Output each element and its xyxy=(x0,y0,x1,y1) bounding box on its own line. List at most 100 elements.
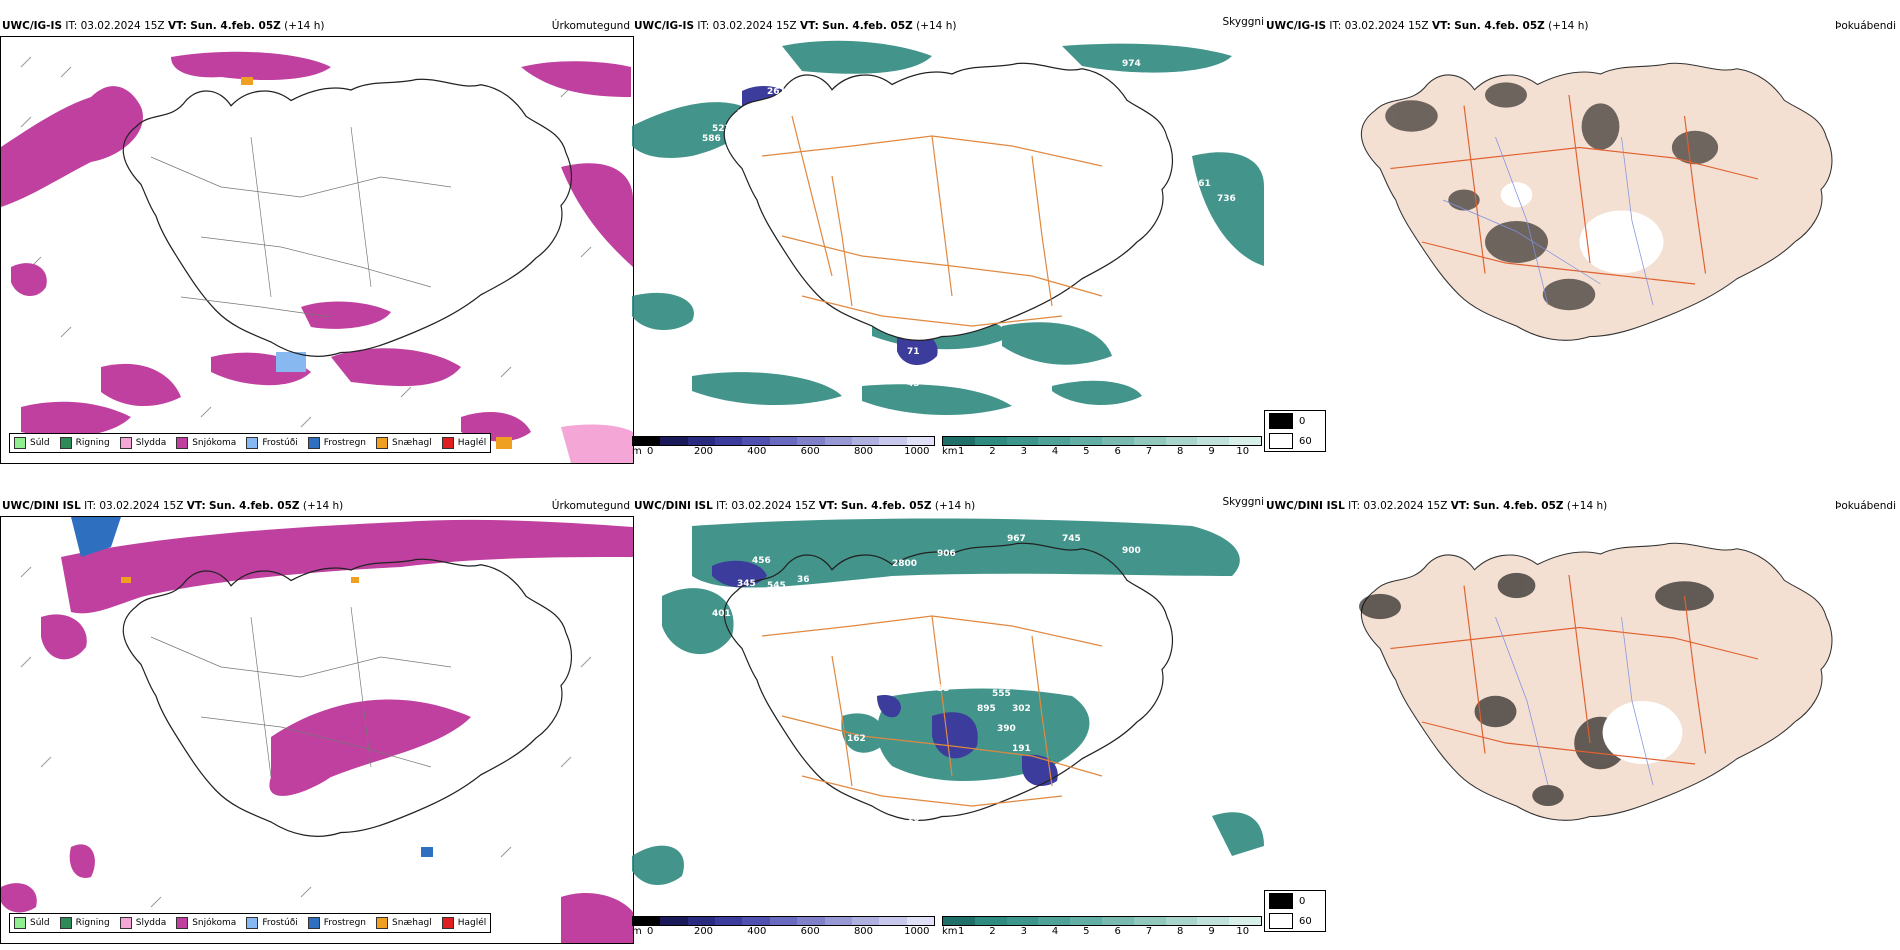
scale-tick-label: 5 xyxy=(1083,926,1090,937)
legend-item: Haglél xyxy=(441,437,487,449)
scale-tick-label: 400 xyxy=(747,926,767,937)
legend-label: Snjókoma xyxy=(192,918,237,928)
legend-label: Slydda xyxy=(135,438,167,448)
panel-title: UWC/DINI ISL IT: 03.02.2024 15Z VT: Sun.… xyxy=(1266,500,1608,512)
scale-tick-label: 7 xyxy=(1145,926,1153,937)
cloud-label: 828 xyxy=(977,364,996,374)
scale-tick-label: 6 xyxy=(1114,926,1121,937)
legend-label: Rigning xyxy=(75,918,110,928)
fog-legend-row1: 0 60 xyxy=(1264,410,1326,452)
cloud-panel-row2: UWC/DINI ISL IT: 03.02.2024 15Z VT: Sun.… xyxy=(632,480,1264,940)
legend-label: Súld xyxy=(30,438,50,448)
scale-tick-label: 8 xyxy=(1177,446,1184,457)
scale-tick-label: 3 xyxy=(1020,926,1027,937)
cloud-label: 345 xyxy=(737,579,756,589)
legend-swatch xyxy=(441,917,454,929)
legend-label: Snjókoma xyxy=(192,438,237,448)
cloud-label: 523 xyxy=(712,124,731,134)
legend-item: Haglél xyxy=(441,917,487,929)
cloud-label: 2800 xyxy=(892,559,917,569)
panel-product-label: Skyggni xyxy=(1222,496,1265,508)
legend-swatch xyxy=(376,437,389,449)
legend-label: Haglél xyxy=(457,438,487,448)
panel-title: UWC/IG-IS IT: 03.02.2024 15Z VT: Sun. 4.… xyxy=(634,20,957,32)
cloud-label: 895 xyxy=(977,704,996,714)
scale-tick-label: 10 xyxy=(1236,446,1250,457)
legend-label: Rigning xyxy=(75,438,110,448)
panel-title: UWC/IG-IS IT: 03.02.2024 15Z VT: Sun. 4.… xyxy=(1266,20,1589,32)
precip-type-legend: Súld Rigning Slydda Snjókoma Frostúði Frostre… xyxy=(9,913,492,933)
scale-tick-label: 9 xyxy=(1208,446,1215,457)
cloud-label: 745 xyxy=(1062,534,1081,544)
cloud-label: 13 xyxy=(752,119,765,129)
scale-unit: km xyxy=(942,926,958,937)
cloud-map: 456 345 545 36 967 906 2800 745 900 401 … xyxy=(632,516,1264,916)
cloud-label: 16 xyxy=(907,814,920,824)
scale-tick-label: 2 xyxy=(989,446,996,457)
fog-map xyxy=(1264,516,1896,916)
cloud-label: 900 xyxy=(1122,546,1141,556)
scale-tick-label: 1 xyxy=(958,926,965,937)
legend-item: Frostúði xyxy=(246,437,298,449)
cloud-label: 456 xyxy=(752,556,771,566)
cloud-label: 555 xyxy=(992,689,1011,699)
precip-type-map: Súld Rigning Slydda Snjókoma Frostúði Frostre… xyxy=(0,36,634,464)
visibility-scale: 1 2 3 4 5 6 7 8 9 10 km xyxy=(942,436,1262,458)
scale-tick-label: 1000 xyxy=(904,926,930,937)
scale-tick-label: 200 xyxy=(693,446,714,457)
legend-label: Frostúði xyxy=(262,438,298,448)
cloud-label: 162 xyxy=(847,734,866,744)
cloud-map: 974 261 100 22 523 586 561 736 94 71 45 … xyxy=(632,36,1264,436)
scale-tick-label: 8 xyxy=(1177,926,1184,937)
cloud-label: 974 xyxy=(1122,59,1141,69)
legend-item: Rigning xyxy=(59,917,110,929)
precip-type-map: Súld Rigning Slydda Snjókoma Frostúði Frostre… xyxy=(0,516,634,944)
panel-product-label: Þokuábendi xyxy=(1835,500,1896,512)
cloud-label: 401 xyxy=(712,609,731,619)
scale-tick-label: 800 xyxy=(853,446,874,457)
cloud-label: 100 xyxy=(787,89,806,99)
legend-label: Frostúði xyxy=(262,918,298,928)
panel-title: UWC/DINI ISL IT: 03.02.2024 15Z VT: Sun.… xyxy=(2,500,344,512)
legend-item: Frostregn xyxy=(307,917,367,929)
legend-item: Snæhagl xyxy=(376,917,432,929)
legend-item: Snjókoma xyxy=(176,437,236,449)
scale-tick-label: 2 xyxy=(989,926,996,937)
fog-map xyxy=(1264,36,1896,436)
scale-tick-label: 800 xyxy=(853,926,874,937)
legend-swatch xyxy=(176,437,189,449)
scale-unit: m xyxy=(632,446,642,457)
scale-unit: km xyxy=(942,446,958,457)
scale-tick-label: 6 xyxy=(1114,446,1121,457)
legend-swatch xyxy=(59,917,72,929)
scale-unit: m xyxy=(632,926,642,937)
panel-product-label: Skyggni xyxy=(1222,16,1265,28)
legend-label: Snæhagl xyxy=(392,918,432,928)
cloud-label: 261 xyxy=(767,87,786,97)
legend-item: Frostregn xyxy=(307,437,367,449)
fog-panel-row2: UWC/DINI ISL IT: 03.02.2024 15Z VT: Sun.… xyxy=(1264,480,1896,940)
scale-tick-label: 200 xyxy=(693,926,714,937)
cloud-label: 390 xyxy=(997,724,1016,734)
panel-title: UWC/IG-IS IT: 03.02.2024 15Z VT: Sun. 4.… xyxy=(2,20,325,32)
scale-tick-label: 4 xyxy=(1051,446,1059,457)
cloud-label: 302 xyxy=(1012,704,1031,714)
legend-label: Haglél xyxy=(457,918,487,928)
precip-type-panel-row2: UWC/DINI ISL IT: 03.02.2024 15Z VT: Sun.… xyxy=(0,480,634,944)
legend-label: Frostregn xyxy=(323,918,367,928)
scale-tick-label: 0 xyxy=(646,926,654,937)
scale-tick-label: 9 xyxy=(1208,926,1215,937)
scale-tick-label: 3 xyxy=(1020,446,1027,457)
legend-swatch xyxy=(376,917,389,929)
height-scale: 0 200 400 600 800 1000 m xyxy=(632,436,935,458)
legend-item: Slydda xyxy=(119,437,167,449)
legend-label: Súld xyxy=(30,918,50,928)
cloud-label: 906 xyxy=(937,549,956,559)
legend-item: Súld xyxy=(14,437,50,449)
legend-item: Rigning xyxy=(59,437,110,449)
legend-swatch xyxy=(441,437,454,449)
legend-label: Frostregn xyxy=(323,438,367,448)
legend-item: Snæhagl xyxy=(376,437,432,449)
cloud-label: 49 xyxy=(927,374,940,384)
fog-legend-row2: 0 60 xyxy=(1264,890,1326,932)
